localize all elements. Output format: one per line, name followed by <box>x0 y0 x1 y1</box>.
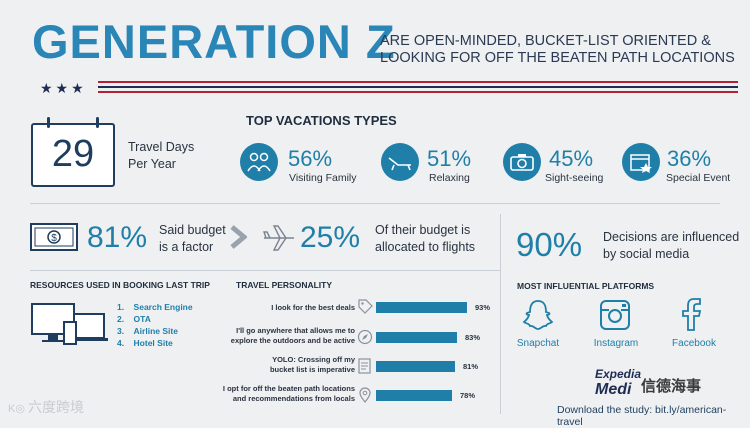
personality-pct-3: 81% <box>463 362 479 371</box>
vacation-pct-sightseeing: 45% <box>549 146 594 171</box>
watermark-left: K◎ 六度跨境 <box>8 399 84 415</box>
travel-days-value: 29 <box>51 133 95 175</box>
red-stripe-2 <box>98 91 738 93</box>
expedia-logo: Expedia Medi <box>595 367 641 399</box>
vacation-pct-family: 56% <box>288 146 333 171</box>
divider-1 <box>30 203 720 204</box>
vacation-label-sightseeing: Sight-seeing <box>545 172 604 184</box>
personality-pct-2: 83% <box>465 333 481 342</box>
facebook-icon <box>680 298 702 337</box>
divider-2 <box>30 270 500 271</box>
airplane-icon <box>262 223 296 258</box>
chevron-right-icon <box>229 225 248 254</box>
vacation-label-family: Visiting Family <box>289 172 357 184</box>
resource-item-1: 1. Search Engine <box>117 302 193 312</box>
vacation-item-family <box>240 143 278 181</box>
resource-item-4: 4. Hotel Site <box>117 338 173 348</box>
budget-label-2: Of their budget is allocated to flights <box>375 222 475 256</box>
budget-label-1: Said budget is a factor <box>159 222 226 256</box>
vacation-label-relaxing: Relaxing <box>429 172 470 184</box>
resources-heading: RESOURCES USED IN BOOKING LAST TRIP <box>30 280 210 290</box>
page-title: GENERATION Z <box>32 15 396 68</box>
svg-text:$: $ <box>51 233 57 244</box>
subtitle-line-1: ARE OPEN-MINDED, BUCKET-LIST ORIENTED & <box>380 33 711 49</box>
social-pct: 90% <box>516 226 583 263</box>
budget-label-2-line1: Of their budget is <box>375 223 471 237</box>
expedia-brand-text: Expedia <box>595 367 642 381</box>
calendar-icon: 29 <box>31 117 115 187</box>
vacation-item-special-event <box>622 143 660 181</box>
resources-list: 1. Search Engine 2. OTA 3. Airline Site … <box>117 301 193 349</box>
vacation-label-special-event: Special Event <box>666 172 731 184</box>
vacation-item-sightseeing <box>503 143 541 181</box>
social-label: Decisions are influenced by social media <box>603 229 739 263</box>
camera-icon <box>503 143 541 181</box>
budget-label-1-line1: Said budget <box>159 223 226 237</box>
budget-pct-2: 25% <box>300 221 361 254</box>
map-pin-icon <box>357 387 373 408</box>
instagram-label: Instagram <box>593 338 639 349</box>
snapchat-label: Snapchat <box>516 338 560 349</box>
money-icon: $ <box>30 221 78 258</box>
page-subtitle: ARE OPEN-MINDED, BUCKET-LIST ORIENTED & … <box>380 33 735 67</box>
devices-icon <box>30 302 108 351</box>
personality-pct-1: 93% <box>475 303 491 312</box>
travel-days-label: Travel Days Per Year <box>128 139 194 173</box>
vacation-types-heading: TOP VACATIONS TYPES <box>246 113 397 128</box>
personality-bar-1 <box>376 302 467 313</box>
stars-icon: ★★★ <box>40 80 87 96</box>
personality-bar-3 <box>376 361 455 372</box>
personality-bar-4 <box>376 390 452 401</box>
facebook-label: Facebook <box>672 338 716 349</box>
travel-days-label-line2: Per Year <box>128 157 176 171</box>
instagram-icon <box>599 299 631 336</box>
navy-stripe <box>98 86 738 88</box>
budget-label-2-line2: allocated to flights <box>375 240 476 254</box>
download-link[interactable]: Download the study: bit.ly/american-trav… <box>557 404 727 428</box>
social-label-line1: Decisions are influenced <box>603 230 740 244</box>
personality-row-4-label: I opt for off the beaten path locations … <box>222 384 355 403</box>
watermark-right: 信德海事 <box>641 378 702 395</box>
personality-pct-4: 78% <box>460 391 476 400</box>
vacation-pct-special-event: 36% <box>667 146 712 171</box>
personality-heading: TRAVEL PERSONALITY <box>236 280 333 290</box>
divider-vertical <box>500 214 501 414</box>
personality-row-1-label: I look for the best deals <box>271 303 355 312</box>
platforms-heading: MOST INFLUENTIAL PLATFORMS <box>517 281 655 291</box>
vacation-pct-relaxing: 51% <box>427 146 472 171</box>
calendar-star-icon <box>622 143 660 181</box>
lounge-chair-icon <box>381 143 419 181</box>
social-label-line2: by social media <box>603 247 690 261</box>
resource-item-3: 3. Airline Site <box>117 326 178 336</box>
vacation-item-relaxing <box>381 143 419 181</box>
expedia-brand-text-2: Medi <box>595 381 632 398</box>
resource-item-2: 2. OTA <box>117 314 151 324</box>
travel-days-label-line1: Travel Days <box>128 140 195 154</box>
red-stripe <box>98 81 738 83</box>
family-icon <box>240 143 278 181</box>
personality-bar-2 <box>376 332 457 343</box>
snapchat-icon <box>521 298 555 337</box>
tag-icon <box>357 298 373 319</box>
checklist-icon <box>357 358 373 379</box>
personality-row-2-label: I'll go anywhere that allows me to explo… <box>230 326 355 345</box>
budget-pct-1: 81% <box>87 221 148 254</box>
budget-label-1-line2: is a factor <box>159 240 214 254</box>
compass-icon <box>357 329 373 350</box>
subtitle-line-2: LOOKING FOR OFF THE BEATEN PATH LOCATION… <box>380 50 735 66</box>
personality-row-3-label: YOLO: Crossing off my bucket list is imp… <box>269 355 355 374</box>
